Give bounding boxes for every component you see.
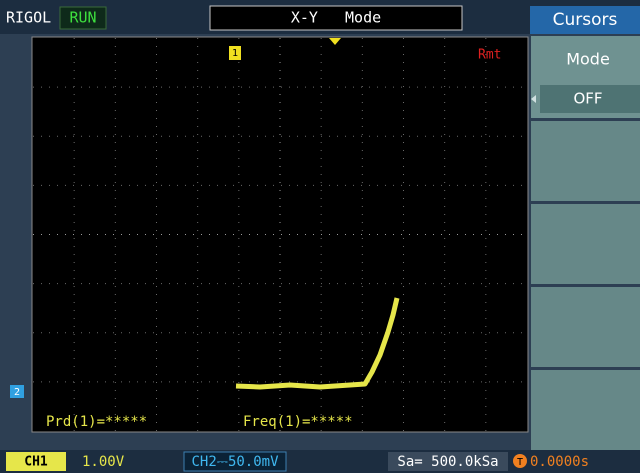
measure-frequency: Freq(1)=***** xyxy=(243,414,353,430)
ch1-label: CH1 xyxy=(24,455,48,470)
display: RIGOL RUN X-Y Mode Cursors Mode OFF 1 Rm… xyxy=(0,0,640,473)
graticule-frame xyxy=(32,37,528,432)
time-offset: 0.0000s xyxy=(530,454,589,470)
ch2-marker: 2 xyxy=(14,387,20,398)
menu-title: Cursors xyxy=(553,10,618,30)
menu-item-value: OFF xyxy=(573,90,602,108)
brand: RIGOL xyxy=(6,9,51,27)
remote-indicator: Rmt xyxy=(478,48,501,63)
measure-period: Prd(1)=***** xyxy=(46,414,147,430)
menu-empty xyxy=(531,287,640,367)
mode-title: X-Y Mode xyxy=(291,9,381,27)
run-state: RUN xyxy=(69,9,96,27)
ch2-label: CH2⎓50.0mV xyxy=(191,454,279,470)
menu-empty xyxy=(531,121,640,201)
oscilloscope-screen: RIGOL RUN X-Y Mode Cursors Mode OFF 1 Rm… xyxy=(0,0,640,473)
ch1-scale: 1.00V xyxy=(82,454,125,470)
menu-empty xyxy=(531,370,640,450)
sample-rate: Sa= 500.0kSa xyxy=(397,454,498,470)
trigger-icon: T xyxy=(517,457,523,468)
menu-item-label: Mode xyxy=(566,50,610,69)
menu-empty xyxy=(531,204,640,284)
ch1-marker: 1 xyxy=(232,48,238,59)
